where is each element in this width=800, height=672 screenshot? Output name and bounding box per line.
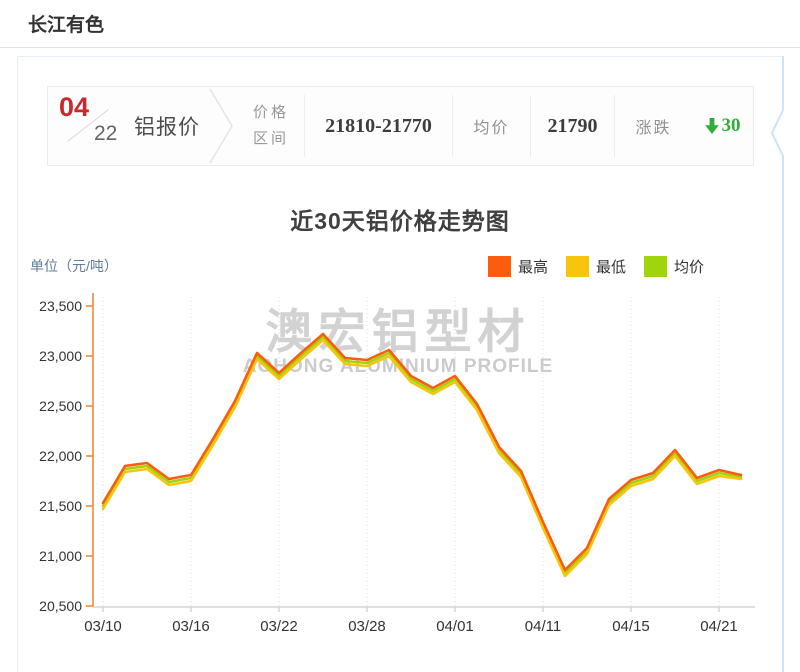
legend-item-avg[interactable]: 均价 [643,256,704,277]
y-tick-label: 22,500 [39,398,82,414]
series-line-avg [101,335,743,575]
chevron-right-icon [209,88,233,164]
y-tick-label: 21,500 [39,498,82,514]
unit-label: 单位（元/吨） [30,258,118,274]
series-line-low [101,338,743,578]
panel-collapse-chevron[interactable] [766,56,800,672]
price-range-value: 21810-21770 [325,114,432,137]
quote-date-month: 04 [59,92,90,122]
y-tick-label: 23,500 [39,298,82,314]
divider [304,95,305,157]
y-tick-label: 23,000 [39,348,82,364]
x-tick-label: 04/21 [700,618,738,635]
legend-item-low[interactable]: 最低 [565,256,626,277]
x-tick-label: 04/01 [436,618,474,635]
down-arrow-icon [704,118,719,134]
series-line-high [101,332,743,572]
quote-strip: 04 22 铝报价 价格 区间 21810-21770 均价 21790 涨跌 … [47,86,754,166]
legend: 最高 最低 均价 [470,256,704,277]
legend-swatch-avg [643,256,667,277]
average-price-value: 21790 [547,114,598,137]
divider [530,95,531,157]
change-value: 30 [692,87,753,165]
page-title: 长江有色 [28,15,105,36]
price-range-label: 价格 区间 [252,104,289,147]
y-tick-label: 20,500 [39,598,82,614]
quote-date-day: 22 [94,122,118,145]
legend-swatch-low [565,256,589,277]
x-tick-label: 04/15 [612,618,650,635]
product-name: 铝报价 [134,116,200,139]
y-tick-label: 22,000 [39,448,82,464]
quote-date: 04 22 [48,87,134,165]
legend-item-high[interactable]: 最高 [487,256,548,277]
y-tick-label: 21,000 [39,548,82,564]
divider [614,95,615,157]
average-price-label: 均价 [473,120,510,137]
change-label: 涨跌 [635,120,672,137]
x-tick-label: 03/22 [260,618,298,635]
x-tick-label: 04/11 [525,618,561,635]
x-tick-label: 03/28 [348,618,386,635]
x-tick-label: 03/16 [172,618,210,635]
title-divider [0,47,800,48]
x-tick-label: 03/10 [84,618,122,635]
legend-swatch-high [487,256,511,277]
chart-title: 近30天铝价格走势图 [290,208,510,234]
divider [452,95,453,157]
